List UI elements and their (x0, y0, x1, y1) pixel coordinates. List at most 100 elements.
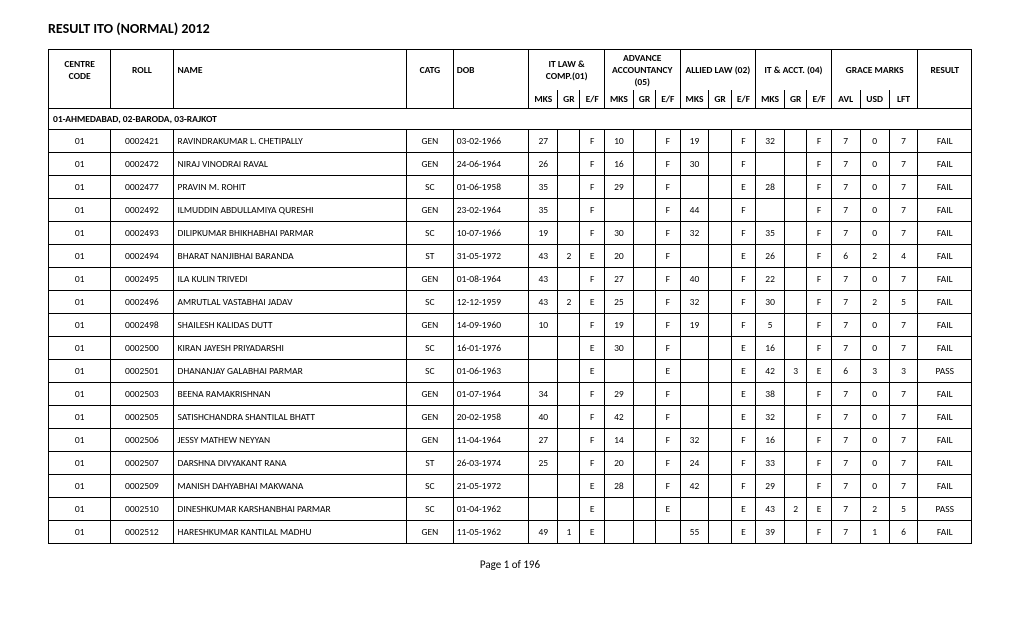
cell-dob: 01-07-1964 (453, 383, 529, 406)
cell-s4g: 3 (785, 360, 807, 383)
cell-centre: 01 (49, 360, 111, 383)
cell-s4m: 30 (756, 291, 785, 314)
cell-s1m: 19 (529, 222, 558, 245)
cell-s4e: F (807, 429, 831, 452)
cell-usd: 0 (860, 176, 889, 199)
cell-s3e: F (731, 429, 755, 452)
cell-s3e: E (731, 498, 755, 521)
cell-lft: 5 (889, 498, 918, 521)
cell-roll: 0002505 (111, 406, 173, 429)
cell-s1m: 43 (529, 245, 558, 268)
cell-s4e: F (807, 199, 831, 222)
cell-s1g: 2 (558, 291, 580, 314)
cell-lft: 3 (889, 360, 918, 383)
cell-s4e: F (807, 337, 831, 360)
cell-dob: 01-04-1962 (453, 498, 529, 521)
cell-dob: 01-06-1963 (453, 360, 529, 383)
table-row: 01 0002506 JESSY MATHEW NEYYAN GEN 11-04… (49, 429, 972, 452)
cell-s2e: F (656, 291, 680, 314)
cell-avl: 7 (831, 314, 860, 337)
col-avl: AVL (831, 90, 860, 109)
cell-s2e: F (656, 452, 680, 475)
table-row: 01 0002493 DILIPKUMAR BHIKHABHAI PARMAR … (49, 222, 972, 245)
cell-s2m: 29 (604, 176, 633, 199)
cell-s3m: 40 (680, 268, 709, 291)
cell-s3e: E (731, 337, 755, 360)
cell-s2g (633, 199, 655, 222)
cell-catg: GEN (407, 199, 454, 222)
cell-s2m (604, 360, 633, 383)
cell-result: FAIL (918, 383, 972, 406)
cell-s1m (529, 498, 558, 521)
cell-usd: 3 (860, 360, 889, 383)
cell-s2m: 42 (604, 406, 633, 429)
cell-usd: 0 (860, 406, 889, 429)
cell-catg: SC (407, 291, 454, 314)
cell-s3e: F (731, 268, 755, 291)
cell-s2g (633, 222, 655, 245)
col-ef: E/F (580, 90, 604, 109)
cell-s1m: 40 (529, 406, 558, 429)
cell-s1e: F (580, 406, 604, 429)
cell-lft: 7 (889, 314, 918, 337)
cell-name: BHARAT NANJIBHAI BARANDA (173, 245, 407, 268)
cell-s4g: 2 (785, 498, 807, 521)
cell-s2g (633, 429, 655, 452)
cell-lft: 7 (889, 406, 918, 429)
cell-s1m: 27 (529, 130, 558, 153)
cell-dob: 11-04-1964 (453, 429, 529, 452)
cell-s4e: F (807, 521, 831, 544)
cell-s4e: F (807, 314, 831, 337)
cell-catg: GEN (407, 383, 454, 406)
cell-s1g (558, 498, 580, 521)
cell-catg: GEN (407, 314, 454, 337)
cell-s2e: E (656, 498, 680, 521)
cell-s4e: E (807, 360, 831, 383)
cell-result: FAIL (918, 337, 972, 360)
cell-catg: SC (407, 360, 454, 383)
cell-s1g (558, 314, 580, 337)
cell-lft: 7 (889, 268, 918, 291)
cell-roll: 0002506 (111, 429, 173, 452)
cell-s3e: F (731, 314, 755, 337)
cell-centre: 01 (49, 245, 111, 268)
cell-s4e: E (807, 498, 831, 521)
cell-catg: GEN (407, 268, 454, 291)
cell-s3m (680, 498, 709, 521)
cell-catg: SC (407, 222, 454, 245)
cell-avl: 6 (831, 360, 860, 383)
cell-s4m: 29 (756, 475, 785, 498)
cell-s4e: F (807, 222, 831, 245)
cell-s1m (529, 360, 558, 383)
cell-usd: 0 (860, 314, 889, 337)
cell-name: DINESHKUMAR KARSHANBHAI PARMAR (173, 498, 407, 521)
cell-roll: 0002500 (111, 337, 173, 360)
cell-catg: SC (407, 498, 454, 521)
cell-avl: 7 (831, 452, 860, 475)
cell-s3g (709, 475, 731, 498)
cell-s3e: E (731, 521, 755, 544)
cell-s3g (709, 153, 731, 176)
cell-s4g (785, 291, 807, 314)
cell-s3g (709, 314, 731, 337)
cell-s3m (680, 337, 709, 360)
cell-s3g (709, 337, 731, 360)
cell-roll: 0002507 (111, 452, 173, 475)
cell-lft: 7 (889, 199, 918, 222)
table-row: 01 0002501 DHANANJAY GALABHAI PARMAR SC … (49, 360, 972, 383)
cell-result: FAIL (918, 222, 972, 245)
cell-s1m: 35 (529, 199, 558, 222)
cell-s2e: F (656, 176, 680, 199)
cell-result: FAIL (918, 521, 972, 544)
cell-s3m: 32 (680, 429, 709, 452)
cell-s3g (709, 521, 731, 544)
cell-s2g (633, 268, 655, 291)
cell-result: FAIL (918, 245, 972, 268)
cell-s3m: 55 (680, 521, 709, 544)
cell-s3m: 30 (680, 153, 709, 176)
cell-s3g (709, 360, 731, 383)
cell-s4e: F (807, 406, 831, 429)
cell-usd: 0 (860, 153, 889, 176)
cell-result: FAIL (918, 314, 972, 337)
cell-centre: 01 (49, 521, 111, 544)
